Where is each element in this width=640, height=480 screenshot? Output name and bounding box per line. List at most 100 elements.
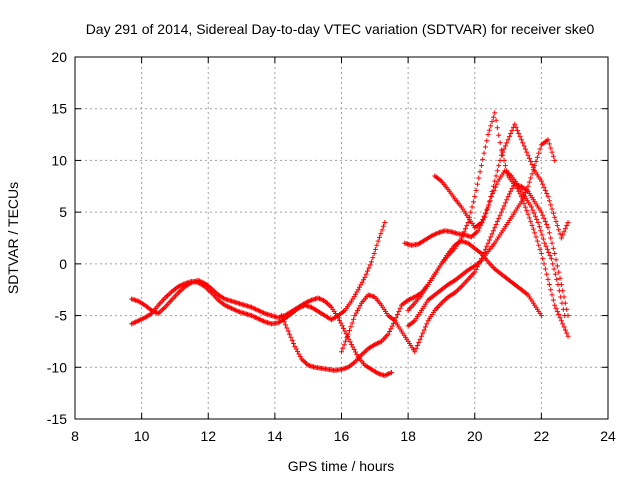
- data-point: [528, 158, 534, 164]
- data-point: [364, 268, 370, 274]
- data-point: [501, 203, 507, 209]
- data-point: [493, 173, 499, 179]
- data-point: [469, 204, 475, 210]
- data-point: [544, 246, 550, 252]
- data-point: [339, 323, 345, 329]
- data-point: [521, 143, 527, 149]
- data-point: [542, 187, 548, 193]
- data-point: [530, 167, 536, 173]
- data-point: [529, 162, 535, 168]
- data-point: [530, 207, 536, 213]
- data-point: [509, 186, 515, 192]
- y-tick-label: -15: [47, 411, 67, 427]
- data-point: [513, 124, 519, 130]
- data-point: [529, 222, 535, 228]
- data-point: [344, 335, 350, 341]
- data-point: [542, 240, 548, 246]
- data-point: [378, 231, 384, 237]
- y-tick-label: 20: [51, 49, 67, 65]
- data-point: [486, 127, 492, 133]
- data-point: [289, 337, 295, 343]
- x-tick-label: 20: [467, 428, 483, 444]
- data-point: [362, 274, 368, 280]
- data-point: [552, 271, 558, 277]
- data-point: [512, 121, 518, 127]
- data-point: [488, 234, 494, 240]
- data-point: [552, 302, 558, 308]
- data-point: [529, 171, 535, 177]
- data-point: [470, 199, 476, 205]
- data-point: [505, 137, 511, 143]
- data-point: [549, 206, 555, 212]
- data-point: [394, 312, 400, 318]
- data-point: [486, 237, 492, 243]
- data-point: [536, 224, 542, 230]
- data-point: [484, 207, 490, 213]
- data-point: [550, 261, 556, 267]
- data-point: [540, 181, 546, 187]
- data-point: [561, 229, 567, 235]
- data-point: [533, 158, 539, 164]
- data-point: [414, 343, 420, 349]
- data-point: [481, 150, 487, 156]
- data-point: [555, 282, 561, 288]
- data-point: [374, 242, 380, 248]
- y-tick-label: -5: [55, 308, 68, 324]
- data-point: [367, 262, 373, 268]
- data-point: [551, 266, 557, 272]
- data-point: [524, 149, 530, 155]
- data-point: [493, 117, 499, 123]
- data-point: [532, 230, 538, 236]
- data-point: [544, 271, 550, 277]
- data-point: [478, 219, 484, 225]
- data-point: [346, 327, 352, 333]
- data-point: [550, 153, 556, 159]
- data-point: [493, 222, 499, 228]
- data-point: [552, 251, 558, 257]
- data-point: [412, 349, 418, 355]
- data-point: [385, 331, 391, 337]
- data-point: [548, 202, 554, 208]
- data-point: [504, 140, 510, 146]
- data-point: [537, 246, 543, 252]
- data-point: [372, 246, 378, 252]
- data-point: [382, 219, 388, 225]
- data-point: [548, 287, 554, 293]
- data-point: [345, 331, 351, 337]
- data-point: [506, 134, 512, 140]
- data-point: [494, 218, 500, 224]
- data-point: [349, 320, 355, 326]
- data-point: [553, 218, 559, 224]
- data-point: [549, 292, 555, 298]
- data-point: [537, 146, 543, 152]
- data-point: [558, 318, 564, 324]
- data-point: [520, 140, 526, 146]
- data-point: [517, 134, 523, 140]
- data-point: [500, 206, 506, 212]
- data-point: [396, 308, 402, 314]
- data-point: [550, 245, 556, 251]
- data-point: [514, 127, 520, 133]
- data-point: [504, 197, 510, 203]
- data-point: [502, 163, 508, 169]
- data-point: [501, 146, 507, 152]
- data-point: [546, 198, 552, 204]
- data-point: [548, 235, 554, 241]
- data-point: [538, 228, 544, 234]
- data-point: [464, 223, 470, 229]
- x-tick-label: 14: [267, 428, 283, 444]
- data-point: [494, 168, 500, 174]
- data-point: [536, 150, 542, 156]
- data-point: [540, 212, 546, 218]
- data-points: [129, 110, 571, 379]
- x-tick-label: 10: [134, 428, 150, 444]
- data-point: [342, 328, 348, 334]
- data-point: [522, 204, 528, 210]
- data-point: [541, 261, 547, 267]
- x-tick-label: 12: [200, 428, 216, 444]
- data-point: [490, 228, 496, 234]
- data-point: [388, 369, 394, 375]
- data-point: [502, 200, 508, 206]
- data-point: [494, 181, 500, 187]
